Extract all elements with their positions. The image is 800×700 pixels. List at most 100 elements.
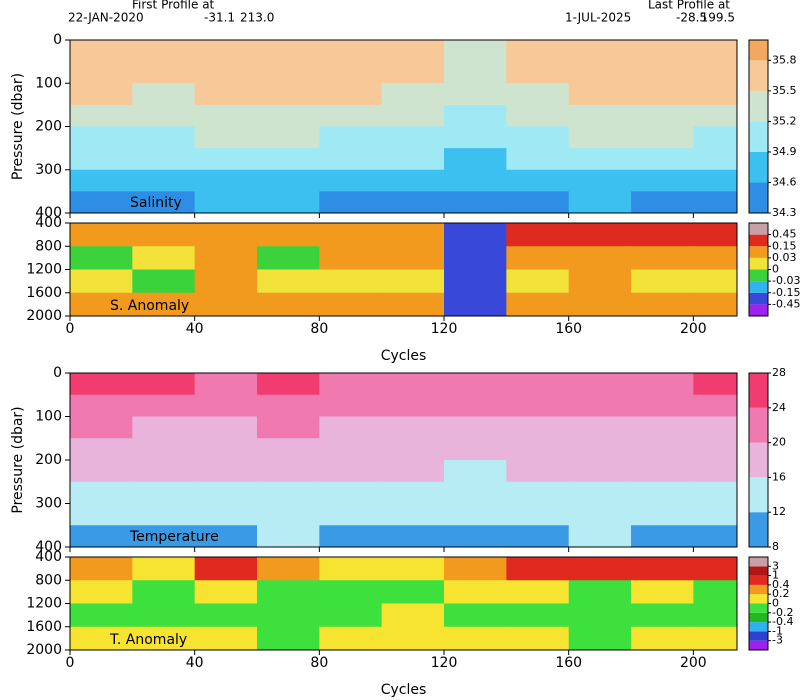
field-cell [132, 246, 196, 270]
x-tick-label: 120 [431, 655, 458, 671]
field-cell [70, 223, 133, 247]
first-profile-label: First Profile at [132, 0, 215, 12]
field-cell [319, 373, 383, 396]
y-tick-label: 300 [35, 496, 62, 512]
y-tick-label: 1200 [26, 262, 62, 278]
y-axis-title: Pressure (dbar) [10, 406, 26, 513]
colorbar-band [749, 603, 768, 613]
field-cell [631, 269, 694, 294]
field-cell [506, 525, 570, 547]
colorbar-band [749, 90, 768, 122]
y-tick-label: 2000 [26, 308, 62, 324]
field-cell [70, 40, 133, 63]
field-cell [257, 438, 320, 461]
field-cell [693, 525, 737, 547]
field-cell [132, 269, 196, 294]
field-cell [257, 626, 320, 650]
field-cell [381, 503, 445, 526]
field-cell [381, 61, 445, 84]
field-cell [568, 525, 632, 547]
field-cell [132, 191, 196, 213]
field-cell [568, 126, 632, 149]
field-cell [693, 169, 737, 192]
field-cell [132, 481, 196, 504]
field-cell [506, 61, 570, 84]
field-cell [257, 603, 320, 628]
field-cell [631, 373, 694, 396]
x-tick-label: 80 [310, 655, 328, 671]
field-cell [506, 481, 570, 504]
field-cell [132, 503, 196, 526]
field-cell [693, 557, 737, 581]
field-cell [568, 269, 632, 294]
y-tick-label: 100 [35, 75, 62, 91]
field-cell [631, 292, 694, 316]
colorbar-band [749, 575, 768, 585]
y-tick-label: 400 [35, 205, 62, 221]
field-cell [319, 481, 383, 504]
colorbar-tick-label: 1 [772, 569, 779, 582]
field-cell [568, 460, 632, 483]
colorbar-tick-label: -0.15 [772, 286, 800, 299]
field-cell [194, 269, 258, 294]
field-cell [257, 503, 320, 526]
field-cell [319, 269, 383, 294]
y-tick-label: 1600 [26, 285, 62, 301]
last-profile-date: 1-JUL-2025 [565, 11, 631, 25]
field-cell [194, 292, 258, 316]
x-axis-title: Cycles [381, 348, 427, 364]
colorbar-band [749, 257, 768, 270]
field-cell [70, 126, 133, 149]
field-cell [319, 126, 383, 149]
field-cell [693, 626, 737, 650]
field-cell [381, 223, 445, 247]
field-cell [631, 148, 694, 171]
field-cell [257, 246, 320, 270]
x-axis-title: Cycles [381, 682, 427, 698]
field-cell [693, 394, 737, 417]
field-cell [693, 481, 737, 504]
colorbar-tick-label: -3 [772, 634, 783, 647]
field-cell [381, 580, 445, 604]
first-profile-lon: 213.0 [240, 11, 274, 25]
y-tick-label: 200 [35, 119, 62, 135]
field-cell [444, 626, 507, 650]
field-cell [568, 104, 632, 127]
field-cell [319, 104, 383, 127]
colorbar-tick-label: -0.03 [772, 274, 800, 287]
field-cell [70, 169, 133, 192]
field-cell [257, 169, 320, 192]
field-cell [194, 580, 258, 604]
field-cell [194, 438, 258, 461]
colorbar-tick-label: 16 [772, 470, 786, 483]
field-cell [70, 525, 133, 547]
y-tick-label: 0 [53, 32, 62, 48]
field-cell [194, 83, 258, 106]
colorbar-tick-label: -0.45 [772, 297, 800, 310]
field-cell [319, 148, 383, 171]
colorbar-tick-label: 34.6 [772, 175, 797, 188]
field-cell [506, 460, 570, 483]
x-tick-label: 0 [66, 655, 75, 671]
field-cell [631, 503, 694, 526]
field-cell [381, 525, 445, 547]
colorbar-band [749, 622, 768, 632]
field-cell [506, 269, 570, 294]
colorbar-band [749, 442, 768, 478]
field-cell [506, 40, 570, 63]
colorbar-band [749, 584, 768, 595]
field-cell [693, 40, 737, 63]
field-cell [132, 83, 196, 106]
panel-title: T. Anomaly [109, 632, 187, 648]
y-tick-label: 400 [35, 539, 62, 555]
field-cell [70, 104, 133, 127]
colorbar-tick-label: 12 [772, 505, 786, 518]
field-cell [568, 61, 632, 84]
colorbar-tick-label: 28 [772, 366, 786, 379]
field-cell [194, 126, 258, 149]
field-cell [132, 438, 196, 461]
field-cell [631, 525, 694, 547]
field-cell [132, 104, 196, 127]
field-cell [381, 394, 445, 417]
field-cell [381, 373, 445, 396]
